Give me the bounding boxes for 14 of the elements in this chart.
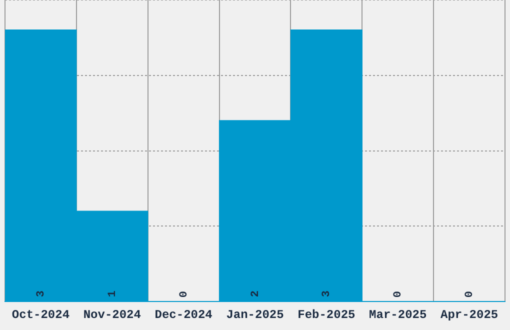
x-tick-label: Oct-2024	[12, 308, 70, 322]
x-tick-label: Mar-2025	[369, 308, 427, 322]
x-tick-label: Apr-2025	[440, 308, 498, 322]
data-label: 2	[250, 290, 262, 298]
data-label: 0	[392, 290, 405, 298]
data-label: 3	[321, 290, 334, 298]
data-label: 1	[106, 290, 119, 298]
x-tick-label: Nov-2024	[83, 308, 141, 322]
x-tick-label: Feb-2025	[298, 308, 356, 322]
data-label: 0	[178, 290, 190, 298]
data-label: 3	[35, 290, 48, 298]
data-label: 0	[464, 290, 476, 298]
x-tick-label: Jan-2025	[226, 308, 284, 322]
x-tick-label: Dec-2024	[154, 308, 212, 322]
